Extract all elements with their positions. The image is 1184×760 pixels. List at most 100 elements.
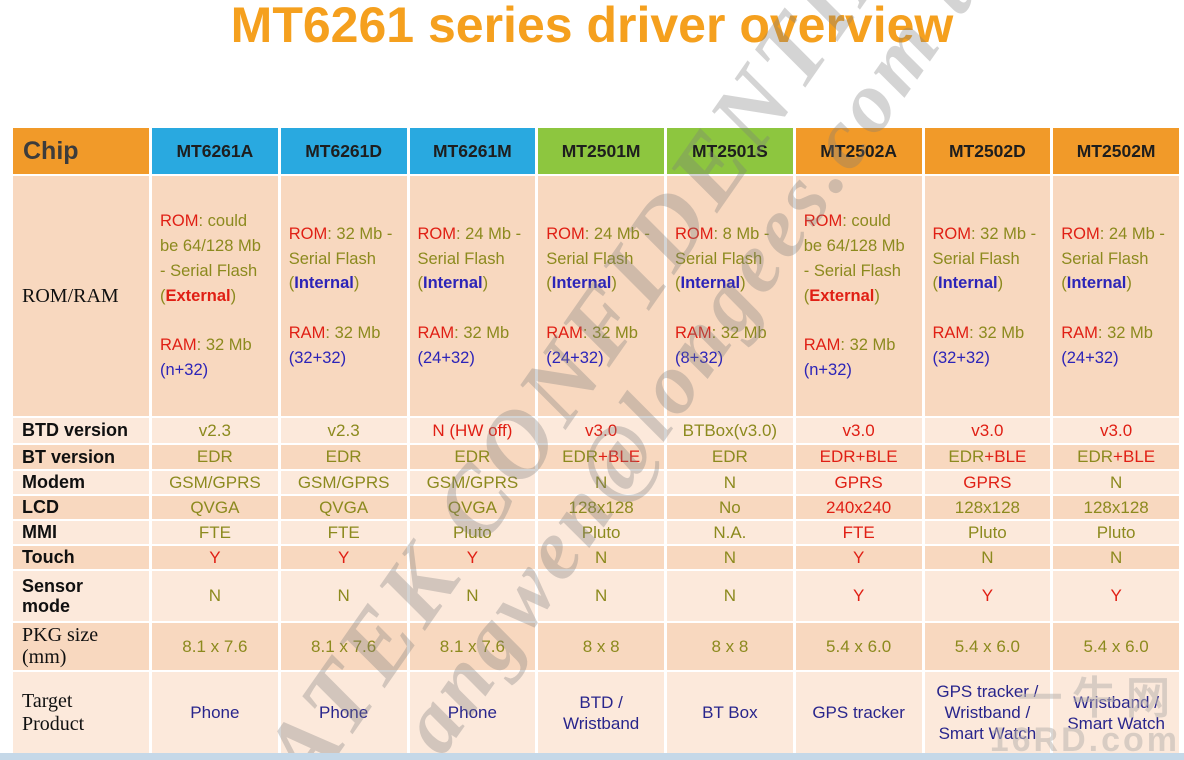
cell-lcd-MT2501S: No	[667, 496, 793, 519]
cell-text: Y	[337, 547, 350, 567]
cell-text: Internal	[294, 274, 354, 293]
cell-bt-MT6261D: EDR	[280, 445, 407, 469]
chip-table: Chip MT6261A MT6261D MT6261M MT2501M MT2501S M…	[10, 126, 1182, 756]
row-label-rom: ROM/RAM	[13, 176, 149, 416]
table-row-mmi: MMI FTE FTE Pluto Pluto N.A. FTE Pluto Pluto	[13, 521, 1179, 544]
cell-rom-MT2502M: ROM: 24 Mb - Serial Flash (Internal) RAM…	[1053, 176, 1179, 416]
cell-text: v3.0	[842, 420, 875, 440]
cell-text: EDR	[325, 447, 362, 467]
cell-text: v2.3	[327, 420, 360, 440]
cell-bt-MT2501M: EDR+BLE	[538, 445, 664, 469]
page-title: MT6261 series driver overview	[230, 0, 954, 53]
cell-text: EDR	[711, 447, 748, 467]
cell-text: EDR+BLE	[819, 447, 898, 467]
cell-text: N	[337, 586, 350, 606]
cell-text: BTD / Wristband	[563, 692, 640, 733]
cell-sensor-MT2502A: Y	[795, 571, 922, 621]
cell-text: N	[723, 547, 737, 567]
row-label-pkg: PKG size (mm)	[13, 623, 149, 670]
cell-text: : 32 Mb - Serial Flash (	[932, 224, 1037, 293]
cell-modem-MT6261A: GSM/GPRS	[152, 471, 278, 494]
corner-header-chip: Chip	[13, 128, 149, 174]
cell-text: Wristband / Smart Watch	[1067, 692, 1165, 733]
table-body: ROM/RAM ROM: could be 64/128 Mb - Serial …	[13, 176, 1179, 754]
cell-target-MT2502M: Wristband / Smart Watch	[1053, 671, 1179, 754]
cell-target-MT2502A: GPS tracker	[795, 671, 922, 754]
cell-text: N (HW off)	[432, 420, 513, 440]
cell-target-MT2501S: BT Box	[667, 671, 793, 754]
cell-text: RAM	[675, 323, 712, 342]
cell-lcd-MT6261D: QVGA	[280, 496, 407, 519]
cell-text: : 32 Mb	[325, 323, 381, 342]
cell-btd-MT6261M: N (HW off)	[409, 418, 536, 443]
cell-text: : 24 Mb - Serial Flash (	[546, 224, 650, 293]
cell-text: RAM	[803, 336, 841, 355]
row-label-btd: BTD version	[13, 418, 149, 443]
cell-text: Y	[852, 586, 865, 606]
cell-pkg-MT2502M: 5.4 x 6.0	[1053, 623, 1179, 670]
cell-text: : 32 Mb	[196, 336, 252, 355]
cell-text: ROM	[803, 212, 843, 231]
cell-text: Y	[981, 586, 994, 606]
cell-text: Internal	[423, 274, 483, 293]
cell-text: N	[594, 472, 608, 492]
cell-pkg-MT6261M: 8.1 x 7.6	[409, 623, 536, 670]
cell-text: N	[723, 586, 737, 606]
cell-touch-MT2502D: N	[924, 546, 1051, 569]
cell-text: (n+32)	[803, 360, 852, 379]
table-row-sensor: Sensor mode N N N N N Y Y Y	[13, 571, 1179, 621]
cell-text: Y	[466, 547, 479, 567]
column-header-MT2501S: MT2501S	[667, 128, 793, 174]
cell-lcd-MT6261M: QVGA	[409, 496, 536, 519]
cell-bt-MT6261M: EDR	[409, 445, 536, 469]
cell-text: : 8 Mb - Serial Flash (	[675, 224, 770, 293]
table-row-modem: Modem GSM/GPRS GSM/GPRS GSM/GPRS N N GPRS GPRS N	[13, 471, 1179, 494]
cell-text: 5.4 x 6.0	[826, 636, 892, 656]
cell-mmi-MT6261M: Pluto	[409, 521, 536, 544]
cell-text: : 24 Mb - Serial Flash (	[417, 224, 522, 293]
cell-text: GPRS	[834, 472, 883, 492]
cell-text: FTE	[198, 522, 231, 542]
cell-btd-MT6261A: v2.3	[152, 418, 278, 443]
cell-rom-MT6261D: ROM: 32 Mb - Serial Flash (Internal) RAM…	[280, 176, 407, 416]
column-header-MT6261M: MT6261M	[409, 128, 536, 174]
cell-text: (8+32)	[675, 348, 724, 367]
cell-touch-MT6261D: Y	[280, 546, 407, 569]
cell-text: External	[165, 286, 231, 305]
cell-text: 5.4 x 6.0	[1083, 636, 1149, 656]
cell-text: : 32 Mb	[969, 323, 1025, 342]
cell-modem-MT2502M: N	[1053, 471, 1179, 494]
cell-text: GSM/GPRS	[297, 472, 390, 492]
cell-text: +BLE	[984, 447, 1027, 467]
column-header-MT2502M: MT2502M	[1053, 128, 1179, 174]
cell-text: GPS tracker / Wristband / Smart Watch	[936, 681, 1039, 744]
cell-text: Phone	[190, 703, 240, 723]
cell-mmi-MT6261D: FTE	[280, 521, 407, 544]
cell-lcd-MT2501M: 128x128	[538, 496, 664, 519]
cell-text: +BLE	[598, 447, 641, 467]
cell-mmi-MT2501S: N.A.	[667, 521, 793, 544]
row-label-mmi: MMI	[13, 521, 149, 544]
cell-text: Internal	[938, 274, 998, 293]
cell-text: )	[1126, 274, 1132, 293]
cell-text: Phone	[319, 703, 369, 723]
cell-text: Pluto	[1096, 522, 1136, 542]
cell-pkg-MT6261A: 8.1 x 7.6	[152, 623, 278, 670]
cell-text: v3.0	[585, 420, 618, 440]
cell-text: 128x128	[954, 497, 1020, 517]
cell-mmi-MT2502D: Pluto	[924, 521, 1051, 544]
cell-sensor-MT2501M: N	[538, 571, 664, 621]
cell-text: Y	[209, 547, 221, 567]
cell-text: ROM	[160, 212, 199, 231]
cell-text: RAM	[932, 323, 970, 342]
cell-target-MT2501M: BTD / Wristband	[538, 671, 664, 754]
cell-text: RAM	[417, 323, 455, 342]
cell-rom-MT2502D: ROM: 32 Mb - Serial Flash (Internal) RAM…	[924, 176, 1051, 416]
cell-btd-MT2501S: BTBox(v3.0)	[667, 418, 793, 443]
cell-text: 8 x 8	[711, 636, 749, 656]
cell-bt-MT2502A: EDR+BLE	[795, 445, 922, 469]
table-row-bt: BT version EDR EDR EDR EDR+BLE EDR EDR+BLE EDR+…	[13, 445, 1179, 469]
cell-text: ROM	[675, 224, 714, 243]
cell-text: EDR	[454, 447, 491, 467]
